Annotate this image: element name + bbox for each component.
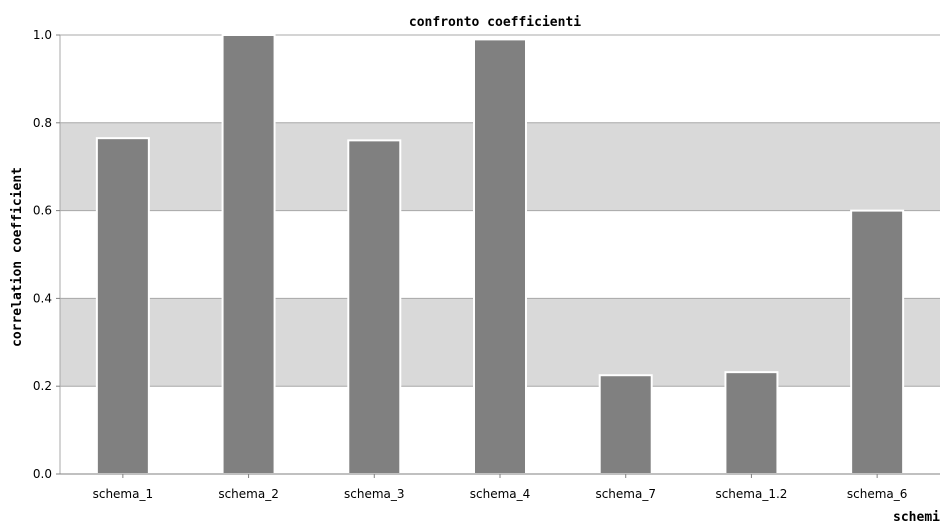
bar-schema_4 [473,38,527,475]
x-tick-label: schema_1.2 [715,487,787,501]
y-tick-label: 0.6 [33,204,52,218]
bar-schema_1.2 [724,371,779,476]
bar-schema_7 [598,374,653,476]
y-tick-label: 0.2 [33,379,52,393]
y-tick-label: 1.0 [33,28,52,42]
x-tick-label: schema_7 [595,487,656,501]
chart-title: confronto coefficienti [409,15,581,30]
y-tick-label: 0.4 [33,291,52,305]
y-axis-label: correlation coefficient [10,167,25,347]
y-axis-ticks: 0.0 0.2 0.4 0.6 0.8 1.0 [33,28,60,481]
x-tick-label: schema_2 [218,487,279,501]
x-axis-label: schemi [893,510,940,524]
x-tick-label: schema_3 [344,487,405,501]
bar-schema_1 [95,137,150,475]
bars [95,34,905,476]
x-tick-label: schema_6 [847,487,908,501]
x-axis-ticks: schema_1 schema_2 schema_3 schema_4 schema_7… [93,474,908,501]
x-tick-label: schema_1 [93,487,154,501]
bar-schema_3 [347,139,402,476]
x-tick-label: schema_4 [470,487,531,501]
y-tick-label: 0.0 [33,467,52,481]
y-tick-label: 0.8 [33,116,52,130]
bar-schema_2 [221,34,276,475]
bar-schema_6 [850,209,905,475]
